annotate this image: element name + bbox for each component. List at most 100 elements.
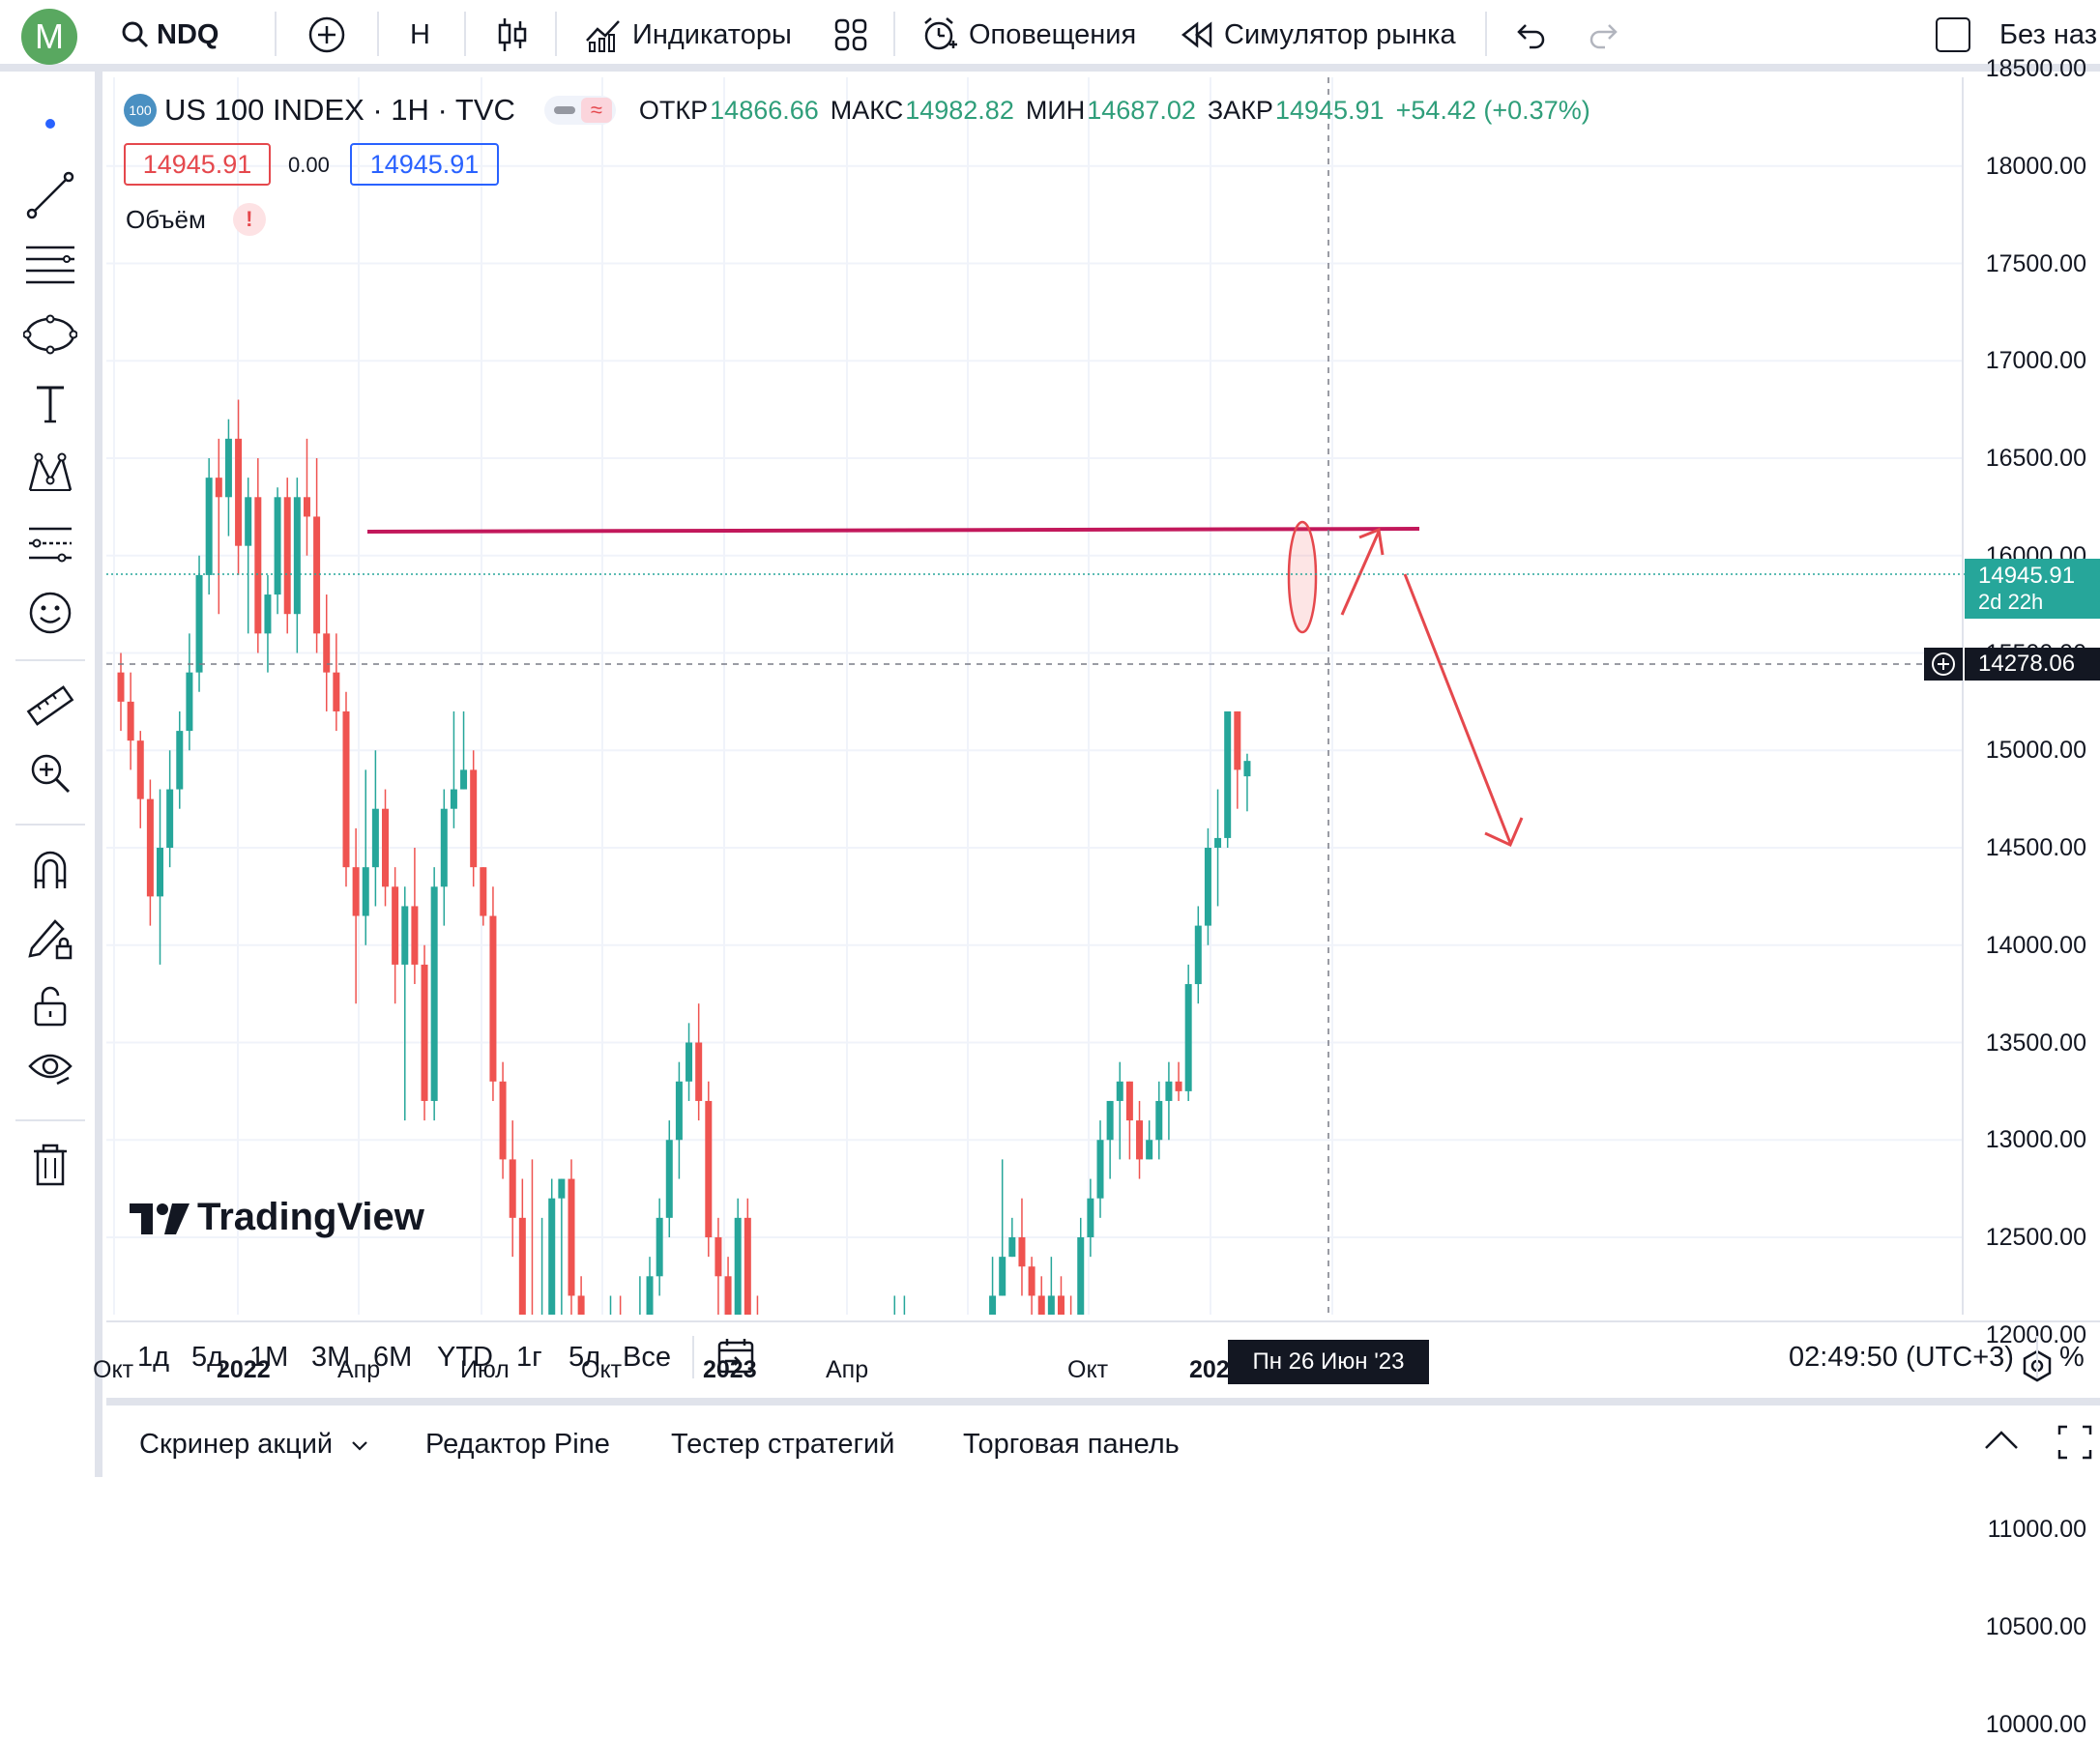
undo-button[interactable]	[1514, 0, 1547, 70]
candle	[558, 1178, 566, 1315]
legend-toggle[interactable]: ≈	[543, 96, 616, 125]
candle	[235, 399, 243, 575]
tab-screener[interactable]: Скринер акций	[139, 1429, 369, 1461]
candle	[685, 1023, 693, 1101]
range-1m[interactable]: 1М	[249, 1342, 289, 1373]
candle-body	[724, 1276, 732, 1315]
maximize-panel-button[interactable]	[2056, 1423, 2094, 1466]
candle-body	[1224, 710, 1232, 838]
price-axis-label: 15000.00	[1985, 737, 2086, 765]
candle	[205, 458, 213, 595]
templates-button[interactable]	[833, 0, 868, 70]
alerts-button[interactable]: Оповещения	[920, 0, 1136, 70]
candle-body	[460, 769, 468, 790]
compare-button[interactable]	[307, 0, 346, 70]
candles	[117, 399, 1251, 1315]
close-value: 14945.91	[1274, 95, 1385, 125]
user-avatar[interactable]: M	[21, 9, 77, 65]
zoom-tool[interactable]	[21, 744, 79, 802]
candle	[470, 750, 478, 887]
tab-strategy-tester[interactable]: Тестер стратегий	[671, 1429, 895, 1460]
measure-tool[interactable]	[21, 677, 79, 735]
text-tool[interactable]	[21, 375, 79, 433]
magnet-tool[interactable]	[21, 841, 79, 899]
range-5y[interactable]: 5л	[569, 1342, 601, 1373]
ellipse-icon	[23, 314, 77, 355]
candle	[989, 1257, 997, 1315]
goto-date-button[interactable]	[715, 1336, 756, 1381]
remove-drawings-tool[interactable]	[21, 1137, 79, 1195]
bottom-panel-tabs: Скринер акций Редактор Pine Тестер страт…	[106, 1398, 2100, 1477]
drawings[interactable]	[366, 520, 1524, 848]
chart-type-button[interactable]	[495, 0, 530, 70]
cursor-tool[interactable]	[21, 95, 79, 153]
tab-pine-editor[interactable]: Редактор Pine	[425, 1429, 610, 1460]
tab-trading-panel[interactable]: Торговая панель	[963, 1429, 1180, 1460]
candlestick-chart[interactable]	[106, 77, 2100, 1315]
range-1d[interactable]: 1д	[137, 1342, 170, 1373]
pattern-tool[interactable]	[21, 445, 79, 503]
up-arrow[interactable]	[1340, 531, 1381, 616]
range-3m[interactable]: 3М	[311, 1342, 351, 1373]
layout-checkbox[interactable]	[1936, 0, 1970, 70]
buy-button[interactable]: 14945.91	[350, 143, 499, 186]
price-axis-label: 11000.00	[1987, 1516, 2086, 1544]
volume-legend[interactable]: Объём !	[126, 203, 266, 236]
lock-drawing-mode-tool[interactable]	[21, 909, 79, 967]
down-arrow[interactable]	[1403, 573, 1512, 844]
candle	[715, 1217, 722, 1315]
candle	[1155, 1081, 1163, 1160]
clock-timezone[interactable]: 02:49:50 (UTC+3)	[1789, 1342, 2014, 1373]
trendline-tool[interactable]	[21, 166, 79, 224]
candle	[577, 1276, 585, 1315]
symbol-legend[interactable]: 100 US 100 INDEX · 1H · TVC ≈ ОТКР 14866…	[124, 91, 1590, 130]
collapse-panel-button[interactable]	[1982, 1427, 2021, 1457]
range-1y[interactable]: 1г	[516, 1342, 542, 1373]
symbol-search-button[interactable]: NDQ	[120, 0, 219, 70]
candle-body	[509, 1159, 516, 1218]
hide-all-tool[interactable]	[21, 1040, 79, 1098]
candle	[313, 458, 321, 653]
redo-button[interactable]	[1588, 0, 1620, 70]
highlight-ellipse[interactable]	[1287, 520, 1318, 634]
candle	[450, 710, 457, 828]
candle-body	[411, 906, 419, 965]
percent-toggle[interactable]: %	[2059, 1342, 2085, 1373]
candle	[540, 1217, 543, 1315]
candle	[1204, 827, 1211, 945]
forecast-tool[interactable]	[21, 514, 79, 572]
layout-name[interactable]: Без наз	[1999, 18, 2097, 50]
candle-body	[646, 1276, 654, 1315]
candle-body	[342, 710, 350, 868]
range-5d[interactable]: 5д	[191, 1342, 224, 1373]
volume-warning-icon[interactable]: !	[232, 203, 266, 236]
chart-pane[interactable]: TradingView 100 US 100 INDEX · 1H · TVC …	[93, 55, 2100, 1738]
candle-body	[166, 789, 174, 848]
resistance-line[interactable]	[366, 527, 1420, 534]
candle-body	[245, 497, 252, 546]
shape-tool[interactable]	[21, 305, 79, 363]
interval-button[interactable]: H	[410, 18, 430, 50]
sell-button[interactable]: 14945.91	[124, 143, 271, 186]
candle	[1087, 1178, 1094, 1258]
range-all[interactable]: Все	[623, 1342, 671, 1373]
crosshair-add-button[interactable]	[1924, 648, 1963, 681]
cursor-dot-icon	[45, 119, 55, 129]
replay-button[interactable]: Симулятор рынка	[1180, 0, 1456, 70]
emoji-tool[interactable]	[21, 584, 79, 642]
range-6m[interactable]: 6М	[373, 1342, 413, 1373]
smiley-icon	[29, 592, 72, 634]
lock-all-tool[interactable]	[21, 976, 79, 1034]
candle	[333, 633, 340, 732]
candle-body	[656, 1217, 663, 1277]
alarm-clock-icon	[924, 17, 957, 50]
indicators-button[interactable]: Индикаторы	[584, 0, 792, 70]
candle-body	[480, 867, 487, 916]
trendline-icon	[26, 171, 74, 219]
fib-tool[interactable]	[21, 236, 79, 294]
candle	[1028, 1257, 1035, 1315]
price-axis-label: 13000.00	[1985, 1126, 2086, 1154]
symbol-badge: 100	[124, 94, 157, 127]
range-ytd[interactable]: YTD	[437, 1342, 493, 1373]
candle	[127, 672, 134, 770]
